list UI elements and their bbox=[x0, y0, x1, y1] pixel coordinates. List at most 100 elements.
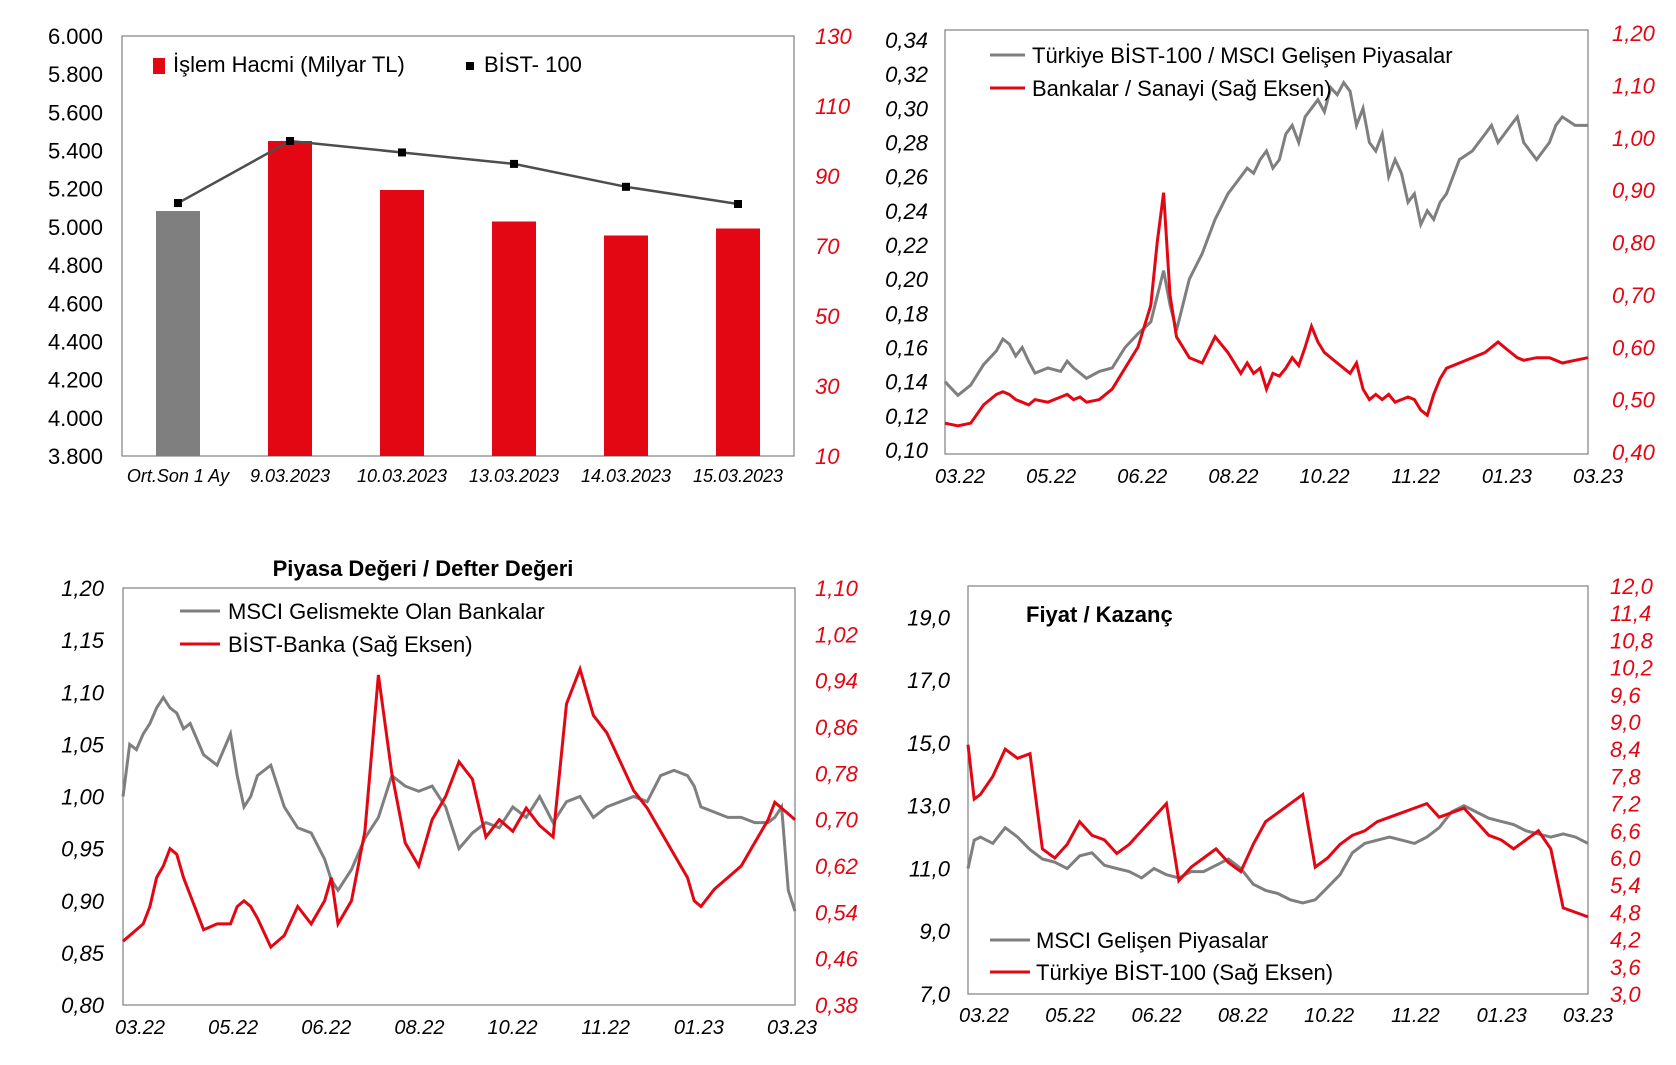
legend-label-msci-em: MSCI Gelişen Piyasalar bbox=[1036, 928, 1268, 953]
x-tick-label: 9.03.2023 bbox=[250, 466, 330, 486]
right-tick-label: 0,86 bbox=[815, 715, 859, 740]
x-tick-label: 10.22 bbox=[1304, 1005, 1354, 1027]
legend-label-bist100: BİST- 100 bbox=[484, 52, 582, 77]
x-tick-label: 01.23 bbox=[674, 1017, 724, 1039]
left-tick-label: 13,0 bbox=[907, 794, 951, 819]
right-tick-label: 8,4 bbox=[1610, 737, 1641, 762]
x-tick-label: 05.22 bbox=[1026, 466, 1076, 488]
panel-3-legend: MSCI Gelismekte Olan Bankalar BİST-Banka… bbox=[180, 599, 545, 657]
x-tick-label: 08.22 bbox=[1208, 466, 1258, 488]
left-tick-label: 0,10 bbox=[885, 438, 929, 463]
volume-bar bbox=[380, 190, 424, 456]
left-tick-label: 1,15 bbox=[61, 628, 105, 653]
left-tick-label: 4.000 bbox=[48, 406, 103, 431]
x-tick-label: 03.23 bbox=[767, 1017, 817, 1039]
right-tick-label: 5,4 bbox=[1610, 873, 1641, 898]
x-tick-label: 10.03.2023 bbox=[357, 466, 447, 486]
x-tick-label: Ort.Son 1 Ay bbox=[127, 466, 230, 486]
right-tick-label: 3,0 bbox=[1610, 982, 1641, 1007]
panel-1-x-axis: Ort.Son 1 Ay 9.03.2023 10.03.2023 13.03.202… bbox=[127, 466, 783, 486]
x-tick-label: 06.22 bbox=[1117, 466, 1167, 488]
right-tick-label: 12,0 bbox=[1610, 574, 1654, 599]
right-tick-label: 11,4 bbox=[1610, 601, 1651, 626]
left-tick-label: 7,0 bbox=[919, 982, 950, 1007]
right-tick-label: 4,2 bbox=[1610, 928, 1641, 953]
panel-2: 0,34 0,32 0,30 0,28 0,26 0,24 0,22 0,20 0,18 0,16… bbox=[885, 21, 1655, 488]
panel-3-x-axis: 03.22 05.22 06.22 08.22 10.22 11.22 01.23 03.23 bbox=[115, 1017, 817, 1039]
x-tick-label: 15.03.2023 bbox=[693, 466, 783, 486]
panel-3-red-series bbox=[122, 664, 796, 950]
left-tick-label: 0,90 bbox=[61, 889, 105, 914]
x-tick-label: 11.22 bbox=[1391, 1005, 1440, 1027]
right-tick-label: 3,6 bbox=[1610, 955, 1641, 980]
panel-2-left-axis: 0,34 0,32 0,30 0,28 0,26 0,24 0,22 0,20 0,18 0,16… bbox=[885, 28, 929, 463]
right-tick-label: 0,78 bbox=[815, 761, 859, 786]
right-tick-label: 0,54 bbox=[815, 900, 858, 925]
panel-3-title: Piyasa Değeri / Defter Değeri bbox=[273, 556, 574, 581]
left-tick-label: 0,20 bbox=[885, 267, 929, 292]
right-tick-label: 6,6 bbox=[1610, 819, 1641, 844]
legend-label-bist-banka: BİST-Banka (Sağ Eksen) bbox=[228, 632, 473, 657]
panel-2-legend: Türkiye BİST-100 / MSCI Gelişen Piyasala… bbox=[990, 43, 1453, 101]
right-tick-label: 30 bbox=[815, 374, 840, 399]
left-tick-label: 1,00 bbox=[61, 785, 105, 810]
x-tick-label: 03.22 bbox=[115, 1017, 165, 1039]
left-tick-label: 0,12 bbox=[885, 404, 928, 429]
right-tick-label: 0,90 bbox=[1612, 178, 1656, 203]
panel-4-title: Fiyat / Kazanç bbox=[1026, 602, 1173, 627]
x-tick-label: 01.23 bbox=[1477, 1005, 1527, 1027]
x-tick-label: 08.22 bbox=[1218, 1005, 1268, 1027]
left-tick-label: 6.000 bbox=[48, 24, 103, 49]
left-tick-label: 0,85 bbox=[61, 941, 105, 966]
right-tick-label: 1,20 bbox=[1612, 21, 1656, 46]
right-tick-label: 130 bbox=[815, 24, 852, 49]
left-tick-label: 0,32 bbox=[885, 62, 928, 87]
left-tick-label: 4.200 bbox=[48, 368, 103, 393]
bist100-marker bbox=[286, 137, 294, 145]
right-tick-label: 0,50 bbox=[1612, 388, 1656, 413]
x-tick-label: 06.22 bbox=[301, 1017, 351, 1039]
panel-3: Piyasa Değeri / Defter Değeri 1,201,151,… bbox=[61, 556, 858, 1039]
left-tick-label: 4.600 bbox=[48, 291, 103, 316]
panel-1-bist100-line bbox=[177, 139, 739, 206]
legend-swatch-islem-hacmi bbox=[153, 58, 165, 74]
panel-4-left-axis: 19,0 17,0 15,0 13,0 11,0 9,0 7,0 bbox=[907, 605, 951, 1007]
left-tick-label: 0,30 bbox=[885, 96, 929, 121]
right-tick-label: 7,8 bbox=[1610, 764, 1641, 789]
legend-label-msci-banks: MSCI Gelismekte Olan Bankalar bbox=[228, 599, 545, 624]
left-tick-label: 9,0 bbox=[919, 919, 950, 944]
right-tick-label: 9,6 bbox=[1610, 683, 1641, 708]
panel-4: Fiyat / Kazanç 19,0 17,0 15,0 13,0 11,0 9,0 7,… bbox=[907, 574, 1653, 1027]
panel-4-red-series bbox=[966, 744, 1589, 919]
right-tick-label: 0,40 bbox=[1612, 440, 1656, 465]
bist100-marker bbox=[622, 182, 630, 191]
x-tick-label: 03.23 bbox=[1573, 466, 1623, 488]
panel-1-bist100-markers bbox=[174, 137, 742, 208]
left-tick-label: 0,26 bbox=[885, 165, 929, 190]
x-tick-label: 10.22 bbox=[488, 1017, 538, 1039]
panel-1-left-axis: 6.000 5.800 5.600 5.400 5.200 5.000 4.800 4.600… bbox=[48, 24, 103, 469]
left-tick-label: 4.800 bbox=[48, 253, 103, 278]
right-tick-label: 0,94 bbox=[815, 669, 858, 694]
legend-label-bist-msci: Türkiye BİST-100 / MSCI Gelişen Piyasala… bbox=[1032, 43, 1453, 68]
right-tick-label: 90 bbox=[815, 164, 840, 189]
legend-label-bist100-fk: Türkiye BİST-100 (Sağ Eksen) bbox=[1036, 960, 1333, 985]
left-tick-label: 4.400 bbox=[48, 329, 103, 354]
left-tick-label: 5.400 bbox=[48, 139, 103, 164]
right-tick-label: 0,70 bbox=[815, 808, 859, 833]
bist100-marker bbox=[398, 148, 406, 157]
right-tick-label: 1,10 bbox=[815, 576, 859, 601]
right-tick-label: 1,00 bbox=[1612, 126, 1656, 151]
right-tick-label: 110 bbox=[815, 94, 851, 119]
right-tick-label: 0,62 bbox=[815, 854, 858, 879]
right-tick-label: 0,46 bbox=[815, 947, 859, 972]
legend-label-bankalar-sanayi: Bankalar / Sanayi (Sağ Eksen) bbox=[1032, 76, 1332, 101]
right-tick-label: 0,38 bbox=[815, 993, 859, 1018]
right-tick-label: 1,10 bbox=[1612, 73, 1656, 98]
x-tick-label: 03.22 bbox=[935, 466, 985, 488]
panel-2-gray-series bbox=[943, 79, 1588, 398]
right-tick-label: 70 bbox=[815, 234, 840, 259]
left-tick-label: 5.800 bbox=[48, 62, 103, 87]
panel-3-gray-series bbox=[121, 694, 797, 912]
